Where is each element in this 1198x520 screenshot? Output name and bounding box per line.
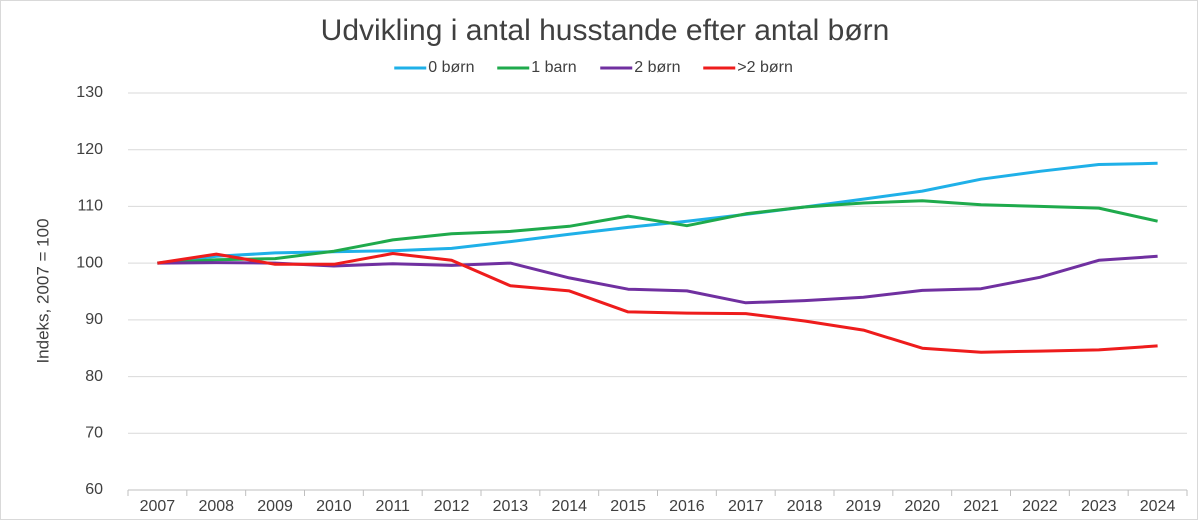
y-tick-label: 130: [76, 84, 103, 101]
x-tick-label: 2015: [610, 498, 646, 515]
y-tick-label: 90: [85, 311, 103, 328]
y-tick-label: 100: [76, 254, 103, 271]
x-tick-label: 2022: [1022, 498, 1058, 515]
legend-label: 1 barn: [531, 59, 576, 76]
x-tick-label: 2023: [1081, 498, 1117, 515]
x-tick-label: 2020: [904, 498, 940, 515]
x-tick-label: 2014: [551, 498, 587, 515]
legend-label: 2 børn: [634, 59, 680, 76]
x-tick-label: 2008: [198, 498, 234, 515]
x-tick-label: 2010: [316, 498, 352, 515]
series-line: [157, 199, 1158, 265]
x-tick-label: 2016: [669, 498, 705, 515]
y-tick-label: 60: [85, 481, 103, 498]
x-tick-label: 2011: [376, 498, 411, 515]
x-tick-label: 2013: [493, 498, 529, 515]
legend-label: >2 børn: [737, 59, 793, 76]
x-tick-label: 2012: [434, 498, 470, 515]
x-tick-label: 2009: [257, 498, 293, 515]
series-line: [157, 252, 1158, 354]
y-axis-label: Indeks, 2007 = 100: [33, 218, 52, 363]
x-tick-label: 2007: [140, 498, 176, 515]
x-tick-label: 2019: [846, 498, 882, 515]
y-tick-label: 80: [85, 368, 103, 385]
chart-title: Udvikling i antal husstande efter antal …: [321, 14, 890, 47]
y-tick-label: 120: [76, 141, 103, 158]
x-tick-label: 2024: [1140, 498, 1176, 515]
y-tick-label: 110: [77, 198, 103, 215]
x-tick-label: 2018: [787, 498, 823, 515]
legend-label: 0 børn: [428, 59, 474, 76]
x-tick-label: 2021: [963, 498, 999, 515]
x-tick-label: 2017: [728, 498, 764, 515]
y-tick-label: 70: [85, 425, 103, 442]
